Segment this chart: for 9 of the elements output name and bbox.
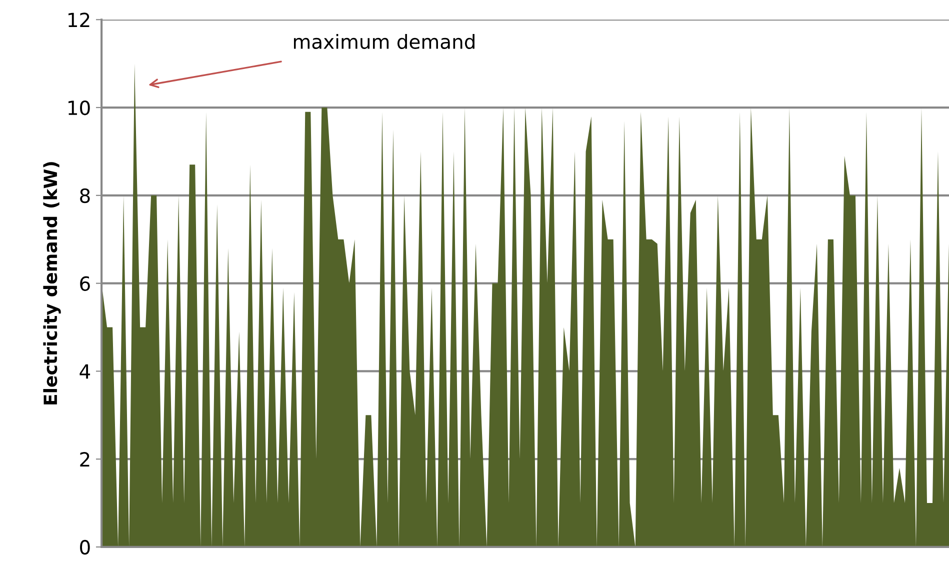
y-tick-label: 2	[80, 452, 90, 466]
y-axis-title: Electricity demand (kW)	[43, 162, 61, 404]
y-tick-label: 0	[80, 540, 90, 555]
annotation: maximum demand	[294, 34, 474, 50]
y-tick-label: 12	[68, 12, 90, 28]
y-tick-label: 8	[80, 188, 90, 204]
y-tick-label: 6	[80, 276, 90, 291]
y-tick-label: 4	[80, 364, 90, 379]
y-tick-label: 10	[68, 100, 90, 116]
